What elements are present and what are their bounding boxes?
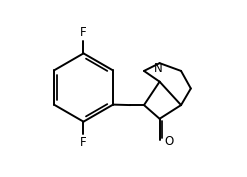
Text: O: O [164,135,173,148]
Text: F: F [80,136,87,149]
Text: F: F [80,26,87,39]
Text: N: N [154,62,163,75]
